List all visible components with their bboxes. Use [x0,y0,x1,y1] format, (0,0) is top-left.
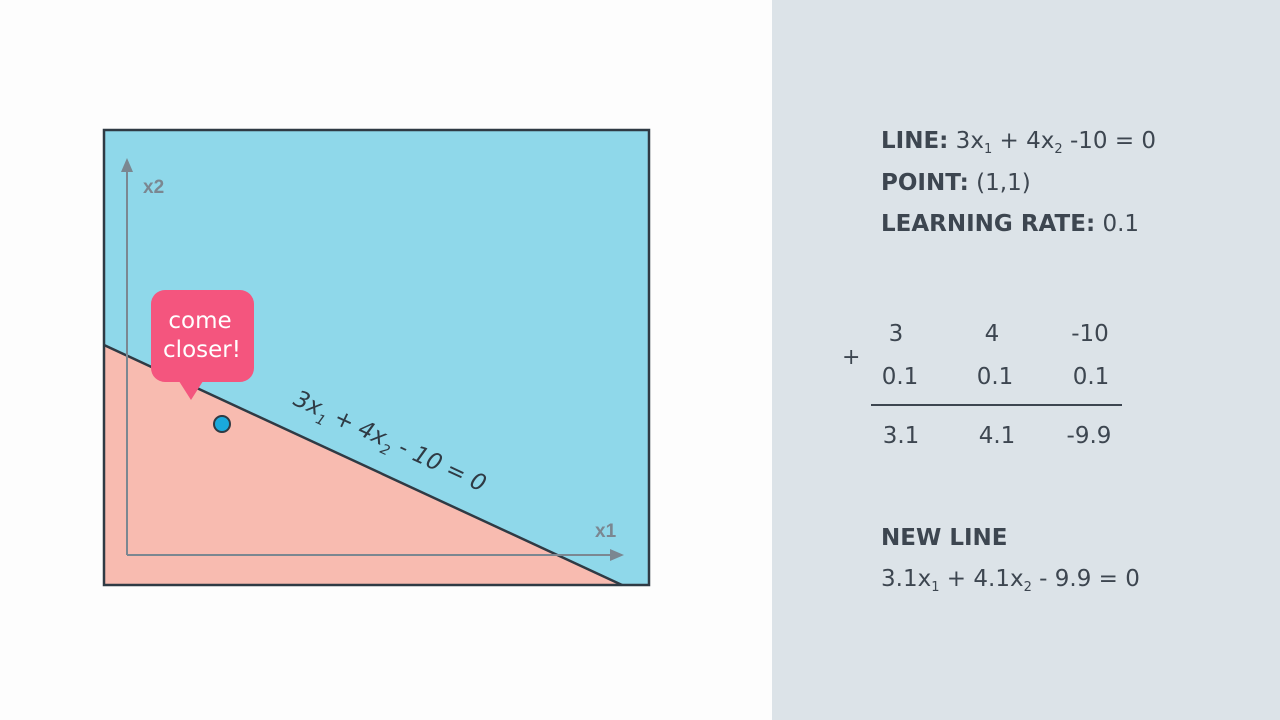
row2-cell: 0.1 [976,364,1014,390]
row1-cell: 3 [888,321,904,347]
row2-cell: 0.1 [1072,364,1110,390]
bubble-line-1: come [168,308,231,334]
line-info: LINE: 3x1 + 4x2 -10 = 0 [881,128,1157,157]
learning-rate-label: LEARNING RATE: [881,211,1096,237]
result-cell: -9.9 [1066,423,1112,449]
point-info: POINT: (1,1) [881,170,1031,196]
new-line-label: NEW LINE [881,525,1008,551]
bubble-line-2: closer! [163,337,241,363]
x-axis-label: x1 [595,521,617,542]
row1-cell: -10 [1071,321,1109,347]
point-marker [213,415,231,433]
plus-operator: + [842,345,861,370]
positive-region [104,130,649,585]
line-label: LINE: [881,128,949,154]
y-axis-arrow-icon [121,158,133,172]
perceptron-diagram: x2 x1 3x1 + 4x2 - 10 = 0 come closer! [102,128,651,587]
result-cell: 4.1 [978,423,1016,449]
point-label: POINT: [881,170,969,196]
x-axis-arrow-icon [610,549,624,561]
learning-rate-value: 0.1 [1095,211,1140,237]
plot-frame [102,128,651,587]
row2-cell: 0.1 [881,364,919,390]
new-line-equation: 3.1x1 + 4.1x2 - 9.9 = 0 [881,566,1140,595]
learning-rate-info: LEARNING RATE: 0.1 [881,211,1139,237]
point-value: (1,1) [968,170,1031,196]
y-axis-label: x2 [143,177,164,198]
result-cell: 3.1 [882,423,920,449]
right-panel [772,0,1280,720]
sum-divider [871,404,1122,406]
row1-cell: 4 [984,321,1000,347]
speech-bubble: come closer! [151,290,254,400]
